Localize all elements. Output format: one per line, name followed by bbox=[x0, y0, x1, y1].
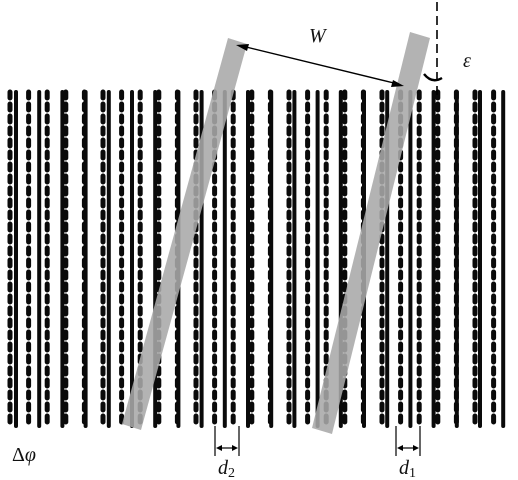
d2-marker bbox=[214, 426, 240, 456]
width-arrow bbox=[236, 44, 404, 87]
label-delta-phi: Δφ bbox=[12, 444, 36, 466]
label-d2: d2 bbox=[218, 457, 235, 480]
moire-band-left bbox=[122, 38, 247, 430]
label-epsilon: ε bbox=[463, 50, 471, 72]
label-w: W bbox=[309, 25, 328, 47]
label-d1: d1 bbox=[399, 457, 416, 480]
d1-marker bbox=[395, 426, 421, 456]
grating-stripes bbox=[7, 89, 506, 429]
tilt-angle-arc bbox=[423, 73, 443, 82]
moire-band-right bbox=[312, 32, 430, 434]
